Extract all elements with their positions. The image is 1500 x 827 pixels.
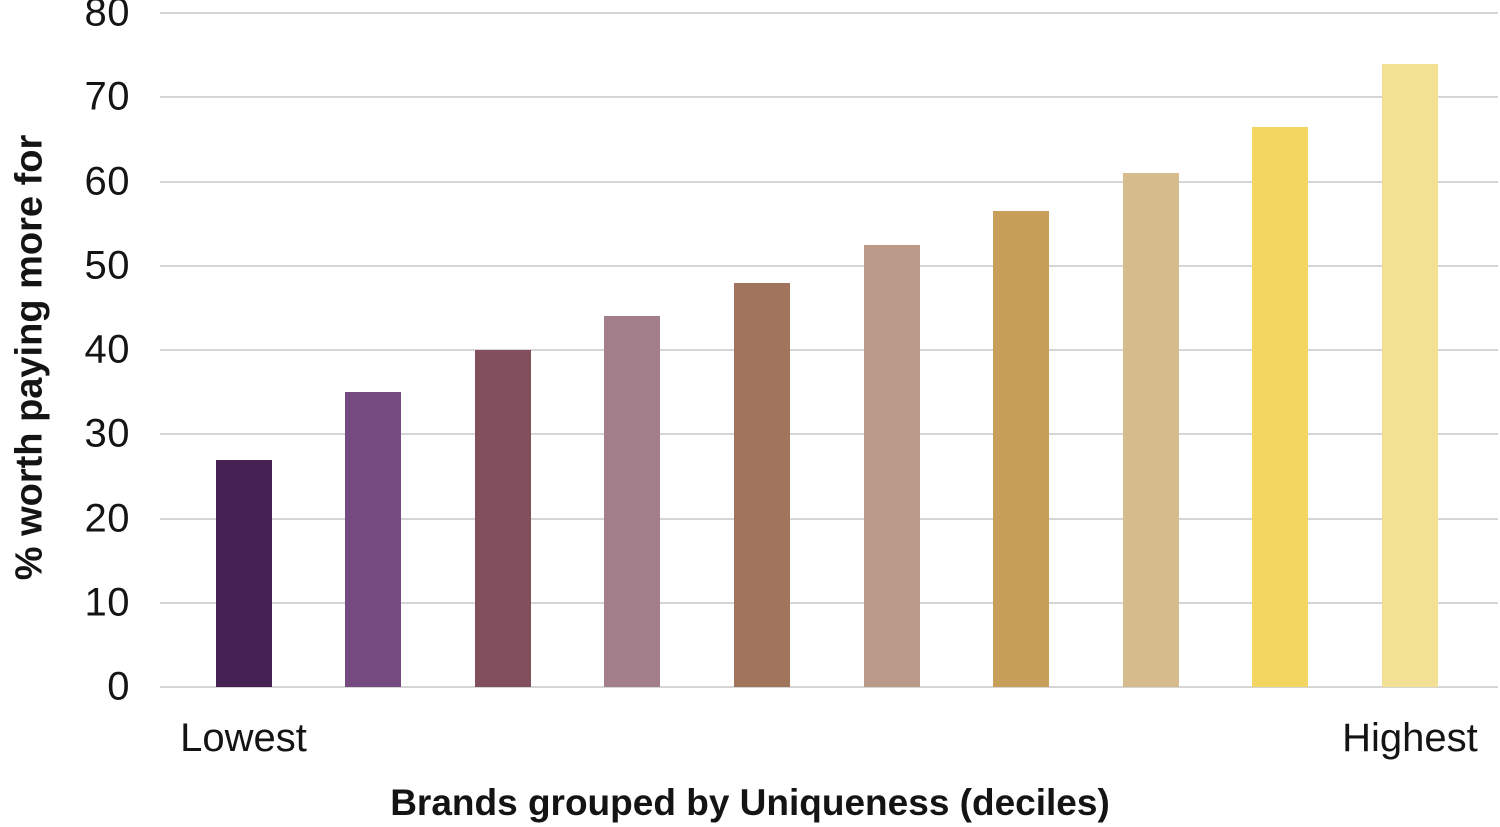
y-tick-label-50: 50 [84, 243, 130, 288]
bar-decile-1 [215, 459, 272, 687]
gridline-y-30 [160, 433, 1498, 436]
y-tick-label-40: 40 [84, 327, 130, 372]
gridline-y-40 [160, 349, 1498, 351]
plot-area [160, 12, 1498, 688]
bar-decile-2 [345, 392, 402, 687]
x-category-label-lowest: Lowest [180, 716, 307, 760]
x-axis-title: Brands grouped by Uniqueness (deciles) [390, 782, 1110, 823]
bar-decile-6 [863, 244, 920, 687]
bar-decile-3 [474, 350, 531, 687]
bar-decile-4 [604, 316, 661, 687]
y-tick-label-60: 60 [84, 159, 130, 203]
y-tick-label-20: 20 [84, 496, 130, 540]
bar-decile-9 [1252, 126, 1309, 687]
gridline-y-70 [160, 96, 1498, 99]
y-tick-label-30: 30 [84, 411, 130, 456]
gridline-y-20 [160, 517, 1498, 520]
gridline-y-50 [160, 264, 1498, 267]
gridline-y-60 [160, 180, 1498, 183]
bar-decile-10 [1381, 63, 1438, 687]
y-tick-label-0: 0 [107, 664, 130, 709]
y-tick-label-70: 70 [84, 74, 130, 119]
bar-decile-5 [733, 282, 790, 687]
gridline-y-10 [160, 601, 1498, 604]
bar-decile-8 [1122, 173, 1179, 687]
gridline-y-0 [160, 686, 1498, 688]
y-tick-label-10: 10 [84, 580, 130, 625]
bar-decile-7 [993, 211, 1050, 687]
x-category-label-highest: Highest [1342, 716, 1478, 760]
gridline-y-80 [160, 12, 1498, 14]
y-tick-label-80: 80 [84, 0, 130, 35]
